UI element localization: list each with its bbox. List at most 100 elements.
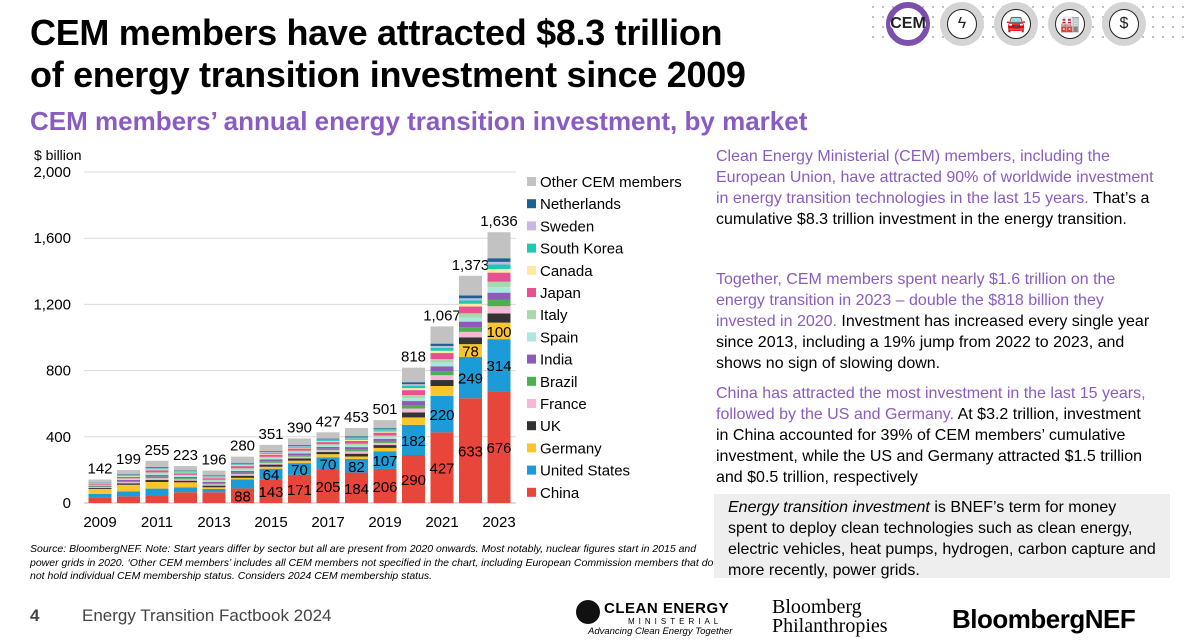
total-label: 818	[401, 349, 426, 366]
bar-segment-china	[88, 497, 112, 503]
bar-segment-china	[430, 432, 454, 503]
bar-value-label: 290	[401, 472, 426, 489]
total-label: 453	[344, 409, 369, 426]
y-tick-label: 800	[46, 363, 71, 380]
bar-segment-other-cem-members	[402, 367, 425, 383]
cem-icon-text: CEM	[890, 15, 926, 33]
p1-highlight: Clean Energy Ministerial (CEM) members, …	[716, 148, 1154, 207]
legend-label: China	[540, 485, 580, 502]
bar-segment-uk	[174, 480, 197, 483]
bar-segment-germany	[202, 487, 226, 489]
x-tick-label: 2021	[425, 514, 458, 531]
bar-segment-netherlands	[174, 470, 197, 472]
bar-segment-china	[459, 398, 482, 503]
bar-segment-brazil	[402, 405, 425, 409]
bar-value-label: 82	[348, 459, 365, 476]
legend-label: UK	[540, 418, 561, 435]
legend-label: United States	[540, 463, 630, 480]
bar-segment-brazil	[259, 461, 283, 463]
bar-segment-canada	[316, 441, 340, 443]
legend-label: Sweden	[540, 218, 594, 235]
bar-segment-france	[231, 474, 254, 476]
bar-segment-united-states	[174, 487, 197, 493]
definition-term: Energy transition investment	[728, 499, 930, 516]
bar-segment-italy	[288, 450, 311, 453]
bar-segment-uk	[88, 487, 112, 489]
cem-logo-line1: CLEAN ENERGY	[604, 600, 730, 617]
legend-swatch	[527, 310, 536, 320]
bar-segment-india	[430, 366, 454, 372]
page-number: 4	[30, 606, 40, 625]
legend-swatch	[527, 354, 536, 364]
bar-segment-italy	[145, 472, 169, 474]
bar-segment-germany	[345, 456, 368, 459]
legend-label: India	[540, 352, 573, 369]
bar-segment-germany	[288, 460, 311, 464]
bar-segment-uk	[316, 452, 340, 455]
p1-text: That’s a cumulative $8.3 trillion invest…	[716, 190, 1150, 228]
bar-segment-canada	[231, 465, 254, 467]
bar-segment-south-korea	[117, 475, 140, 477]
bar-segment-france	[288, 456, 311, 459]
stacked-bar-chart: $ billion 0 400 800 1,200 1,600 2,000 142 2009 19…	[33, 147, 681, 531]
bar-segment-brazil	[145, 476, 169, 479]
bar-segment-germany	[459, 344, 482, 358]
total-label: 280	[230, 438, 255, 455]
bar-segment-italy	[174, 474, 197, 476]
bar-segment-netherlands	[231, 462, 254, 464]
bar-segment-canada	[259, 453, 283, 455]
bar-segment-united-states	[487, 339, 511, 392]
bar-segment-uk	[202, 485, 226, 488]
x-tick-label: 2015	[254, 514, 287, 531]
bar-segment-japan	[288, 448, 311, 451]
bar-segment-france	[373, 442, 397, 446]
bar-segment-brazil	[430, 371, 454, 376]
bar-segment-china	[373, 468, 397, 503]
legend-label: South Korea	[540, 241, 624, 258]
bar-segment-united-states	[373, 451, 397, 469]
bar-value-label: 78	[462, 344, 479, 361]
bar-segment-italy	[259, 456, 283, 459]
paragraph-3: China has attracted the most investment …	[716, 383, 1156, 488]
bar-segment-south-korea	[202, 476, 226, 478]
bar-segment-canada	[402, 388, 425, 391]
bar-segment-spain	[459, 317, 482, 322]
bar-segment-india	[202, 481, 226, 484]
bar-segment-spain	[145, 473, 169, 476]
bnef-logo: BloombergNEF	[952, 604, 1136, 634]
bar-segment-germany	[174, 482, 197, 488]
paragraph-2: Together, CEM members spent nearly $1.6 …	[716, 269, 1156, 374]
bar-segment-south-korea	[459, 300, 482, 304]
bar-segment-sweden	[373, 429, 397, 431]
legend-label: Italy	[540, 307, 568, 324]
bar-segment-netherlands	[430, 343, 454, 346]
bar-segment-italy	[117, 478, 140, 480]
bar-segment-france	[88, 487, 112, 488]
total-label: 255	[144, 442, 169, 459]
bar-segment-italy	[459, 313, 482, 318]
legend-swatch	[527, 399, 536, 408]
x-tick-label: 2023	[482, 514, 515, 531]
bar-segment-uk	[430, 380, 454, 386]
bar-segment-brazil	[117, 481, 140, 483]
bar-segment-japan	[345, 440, 368, 444]
bar-segment-china	[117, 496, 140, 503]
bar-segment-other-cem-members	[345, 428, 368, 437]
bar-segment-germany	[402, 417, 425, 425]
bar-segment-sweden	[145, 467, 169, 469]
bar-segment-sweden	[459, 298, 482, 301]
bar-segment-uk	[459, 337, 482, 345]
legend-label: Brazil	[540, 374, 578, 391]
bar-segment-spain	[373, 437, 397, 439]
legend-swatch	[527, 221, 536, 231]
bar-segment-uk	[117, 483, 140, 485]
footer-title: Energy Transition Factbook 2024	[82, 606, 332, 625]
bar-segment-india	[402, 401, 425, 406]
bar-segment-brazil	[174, 478, 197, 480]
legend-swatch	[527, 421, 536, 431]
bar-segment-other-cem-members	[316, 432, 340, 439]
bar-segment-brazil	[316, 448, 340, 451]
bar-segment-sweden	[288, 445, 311, 447]
legend-label: Spain	[540, 329, 578, 346]
bar-segment-italy	[487, 281, 511, 288]
